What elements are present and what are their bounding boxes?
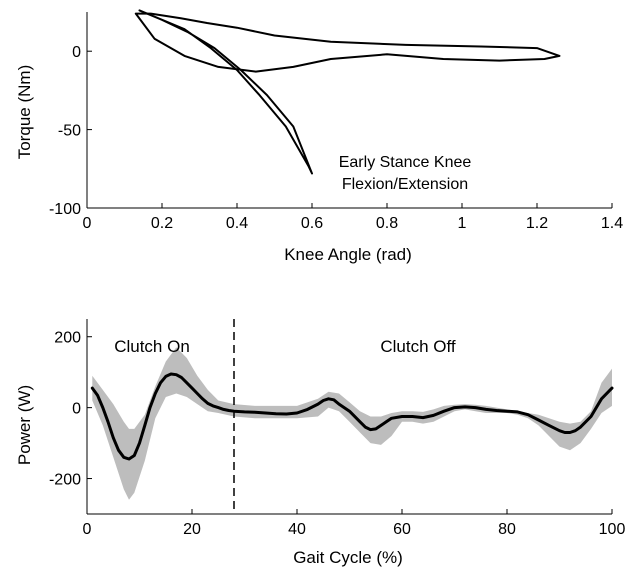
torque-x-tick-label: 0.2	[151, 215, 173, 232]
power-y-tick-label: 200	[54, 330, 81, 347]
clutch-on-label: Clutch On	[114, 337, 190, 356]
power-x-axis-label: Gait Cycle (%)	[293, 548, 403, 567]
power-x-ticks: 0 20 40 60 80 100	[83, 509, 626, 538]
torque-chart: 0 0.2 0.4 0.6 0.8 1 1.2 1.4 0 -50 -100 Knee Angle…	[15, 9, 623, 264]
power-x-tick-label: 40	[288, 521, 306, 538]
power-x-tick-label: 80	[498, 521, 516, 538]
power-y-tick-label: -200	[49, 472, 81, 489]
torque-y-axis-label: Torque (Nm)	[15, 65, 34, 159]
torque-loop-1	[134, 12, 561, 73]
torque-x-tick-label: 0.4	[226, 215, 248, 232]
torque-y-tick-label: -100	[49, 201, 81, 218]
power-y-tick-label: 0	[72, 401, 81, 418]
torque-y-ticks: 0 -50 -100	[49, 44, 92, 218]
power-y-ticks: 200 0 -200	[49, 330, 92, 489]
power-x-tick-label: 20	[183, 521, 201, 538]
torque-x-tick-label: 0.8	[376, 215, 398, 232]
power-y-axis-label: Power (W)	[15, 385, 34, 465]
power-axes	[86, 319, 612, 515]
power-x-tick-label: 60	[393, 521, 411, 538]
torque-x-tick-label: 1	[458, 215, 467, 232]
power-series	[90, 372, 614, 461]
torque-x-ticks: 0 0.2 0.4 0.6 0.8 1 1.2 1.4	[83, 203, 623, 232]
torque-x-tick-label: 0.6	[301, 215, 323, 232]
power-chart: 0 20 40 60 80 100 200 0 -200 Gait Cycle (%) Pow…	[15, 319, 625, 567]
power-x-tick-label: 100	[599, 521, 626, 538]
torque-loop-2	[138, 9, 313, 175]
torque-y-tick-label: -50	[58, 123, 81, 140]
power-x-tick-label: 0	[83, 521, 92, 538]
torque-axes	[86, 12, 612, 209]
annotation-line-2: Flexion/Extension	[342, 176, 468, 193]
torque-x-tick-label: 1.4	[601, 215, 623, 232]
power-mean-line	[90, 372, 614, 461]
torque-x-tick-label: 1.2	[526, 215, 548, 232]
power-std-band	[92, 347, 613, 500]
torque-x-axis-label: Knee Angle (rad)	[284, 245, 412, 264]
annotation-line-1: Early Stance Knee	[339, 154, 472, 171]
power-std-band-area	[92, 347, 613, 500]
clutch-off-label: Clutch Off	[380, 337, 456, 356]
torque-y-tick-label: 0	[72, 44, 81, 61]
torque-x-tick-label: 0	[83, 215, 92, 232]
torque-series	[134, 9, 561, 175]
